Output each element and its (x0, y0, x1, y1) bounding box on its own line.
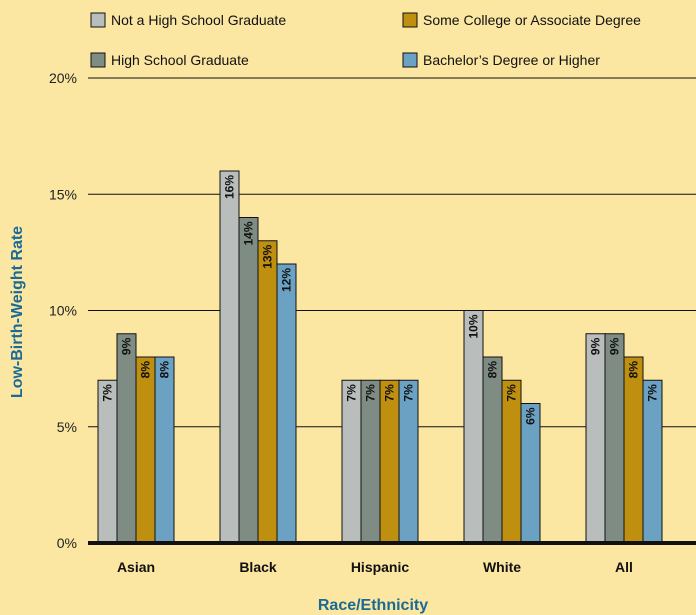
legend-swatch (402, 12, 418, 28)
bar-value-label: 9% (608, 337, 622, 355)
y-tick-label: 0% (57, 535, 77, 551)
bar (585, 333, 606, 544)
y-tick-label: 15% (49, 186, 77, 202)
bar-value-label: 9% (120, 337, 134, 355)
bars: 7% 9% 8% 8% 16% 14% 13% 12% 7% 7% 7% 7% 10% 8% 7% 6% 9% 9… (97, 170, 663, 544)
bar (398, 379, 419, 544)
bar-value-label: 7% (505, 384, 519, 402)
y-tick-label: 20% (49, 70, 77, 86)
bar (238, 217, 259, 544)
y-tick-label: 10% (49, 303, 77, 319)
legend-label: Not a High School Graduate (111, 12, 286, 28)
bar-value-label: 10% (467, 314, 481, 338)
x-axis-categories: Asian Black Hispanic White All (117, 559, 633, 575)
x-tick-label: Asian (117, 559, 155, 575)
bar (135, 356, 156, 544)
bar (623, 356, 644, 544)
bar (154, 356, 175, 544)
x-tick-label: Black (239, 559, 277, 575)
legend-label: Some College or Associate Degree (423, 12, 641, 28)
bar (463, 310, 484, 544)
x-axis-title: Race/Ethnicity (318, 597, 428, 614)
legend-swatch (402, 52, 418, 68)
bar (482, 356, 503, 544)
legend-swatch (90, 52, 106, 68)
bar-value-label: 7% (402, 384, 416, 402)
x-tick-label: Hispanic (351, 559, 410, 575)
bar (257, 240, 278, 544)
y-axis-ticks: 0% 5% 10% 15% 20% (49, 70, 77, 551)
y-tick-label: 5% (57, 419, 77, 435)
bar (341, 379, 362, 544)
bar (360, 379, 381, 544)
bar-value-label: 7% (364, 384, 378, 402)
legend: Not a High School Graduate High School Gr… (90, 12, 641, 68)
bar-value-label: 8% (627, 361, 641, 379)
bar-value-label: 9% (589, 337, 603, 355)
bar-value-label: 14% (242, 221, 256, 245)
bar-value-label: 8% (486, 361, 500, 379)
y-axis-title: Low-Birth-Weight Rate (9, 226, 26, 398)
bar (604, 333, 625, 544)
bar-value-label: 7% (646, 384, 660, 402)
bar-value-label: 13% (261, 244, 275, 268)
legend-swatch (90, 12, 106, 28)
bar (501, 379, 522, 544)
bar (379, 379, 400, 544)
bar-value-label: 6% (524, 407, 538, 425)
legend-label: High School Graduate (111, 52, 249, 68)
bar-value-label: 7% (383, 384, 397, 402)
bar-value-label: 8% (139, 361, 153, 379)
bar (642, 379, 663, 544)
legend-label: Bachelor’s Degree or Higher (423, 52, 600, 68)
bar (97, 379, 118, 544)
bar-value-label: 16% (223, 175, 237, 199)
bar-value-label: 12% (280, 268, 294, 292)
x-tick-label: All (615, 559, 633, 575)
bar-value-label: 8% (158, 361, 172, 379)
bar (276, 263, 297, 544)
bar (219, 170, 240, 544)
bar-value-label: 7% (345, 384, 359, 402)
bar (116, 333, 137, 544)
bar-value-label: 7% (101, 384, 115, 402)
x-tick-label: White (483, 559, 521, 575)
